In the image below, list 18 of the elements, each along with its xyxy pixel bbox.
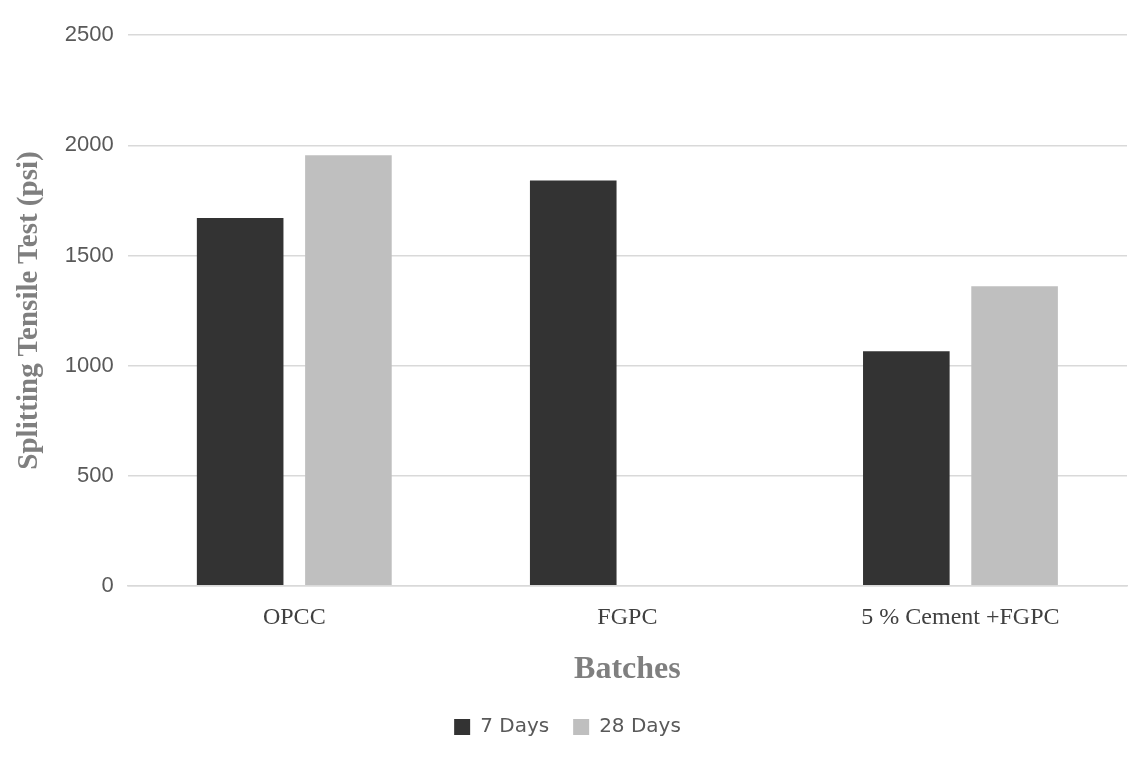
legend-label: 28 Days bbox=[599, 713, 681, 738]
y-axis-title: Splitting Tensile Test (psi) bbox=[10, 151, 44, 470]
y-tick-label: 1000 bbox=[64, 351, 114, 377]
y-tick-label: 0 bbox=[101, 571, 114, 597]
x-axis-title: Batches bbox=[574, 649, 681, 686]
y-tick-label: 2000 bbox=[64, 131, 114, 157]
bar bbox=[863, 351, 950, 586]
bar bbox=[305, 155, 392, 586]
bar bbox=[971, 286, 1058, 586]
legend-label: 7 Days bbox=[480, 713, 550, 738]
x-tick-label: FGPC bbox=[597, 603, 658, 630]
y-tick-label: 500 bbox=[77, 461, 114, 487]
y-tick-label: 2500 bbox=[64, 21, 114, 47]
x-tick-label: 5 % Cement +FGPC bbox=[861, 603, 1060, 630]
bar bbox=[196, 218, 284, 586]
x-tick-label: OPCC bbox=[262, 603, 326, 630]
y-tick-label: 1500 bbox=[64, 241, 114, 267]
bar bbox=[529, 180, 617, 586]
